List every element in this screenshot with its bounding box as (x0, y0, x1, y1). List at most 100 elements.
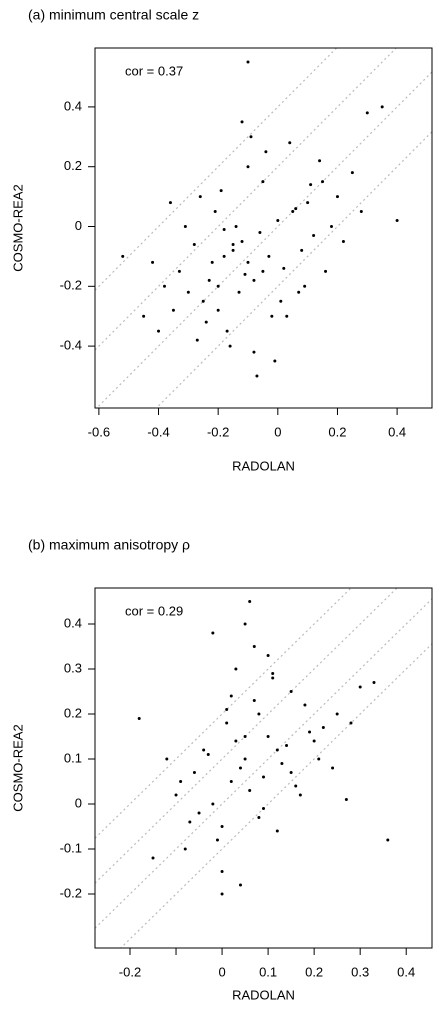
point (243, 735, 247, 738)
plot-frame (94, 587, 433, 949)
point (261, 269, 265, 273)
point (358, 685, 362, 689)
point (395, 219, 399, 223)
point (349, 721, 353, 725)
point (204, 320, 208, 324)
point (220, 825, 224, 828)
y-tick-label: 0.3 (64, 660, 82, 675)
point (220, 892, 224, 896)
point (280, 762, 284, 765)
point (365, 111, 369, 115)
point (225, 721, 229, 725)
point (211, 802, 215, 806)
point (243, 272, 247, 276)
point (202, 748, 206, 752)
reference-line (95, 48, 338, 291)
point (234, 667, 238, 671)
point (271, 676, 275, 680)
point (318, 159, 322, 163)
y-tick-label: 0.4 (64, 98, 82, 113)
point (308, 730, 312, 734)
point (257, 816, 261, 819)
point (183, 225, 187, 229)
point (335, 195, 339, 199)
x-tick-label: 0.3 (351, 964, 369, 979)
point (335, 712, 339, 716)
point (275, 829, 279, 833)
point (289, 771, 293, 774)
point (215, 838, 219, 842)
y-tick-label: -0.2 (60, 885, 82, 900)
x-tick-label: -0.4 (147, 424, 169, 439)
x-axis-label: RADOLAN (232, 458, 295, 473)
y-tick-label: -0.4 (60, 338, 82, 353)
x-tick-label: 0 (274, 424, 281, 439)
x-tick-label: -0.2 (119, 964, 141, 979)
point (249, 135, 253, 139)
point (279, 299, 283, 303)
point (228, 344, 232, 348)
point (168, 201, 172, 205)
point (195, 338, 199, 342)
point (201, 299, 205, 303)
point (303, 703, 307, 707)
point (151, 260, 155, 264)
reference-line (95, 588, 352, 839)
point (183, 847, 187, 851)
point (372, 681, 376, 684)
x-tick-label: 0.4 (388, 424, 406, 439)
point (255, 374, 259, 378)
chart-title: (a) minimum central scale z (28, 7, 199, 23)
point (229, 694, 233, 698)
point (219, 189, 223, 193)
point (252, 278, 256, 282)
point (151, 856, 155, 860)
point (220, 870, 224, 873)
point (350, 171, 354, 175)
point (197, 811, 201, 815)
point (179, 780, 183, 783)
point (174, 793, 178, 797)
point (252, 645, 256, 648)
point (294, 784, 298, 788)
point (225, 329, 229, 333)
point (306, 201, 310, 205)
x-tick-label: 0.2 (305, 964, 323, 979)
point (331, 766, 335, 770)
point (276, 219, 280, 223)
point (285, 314, 289, 318)
point (291, 210, 295, 214)
point (231, 242, 235, 246)
point (234, 739, 238, 743)
y-tick-label: -0.1 (60, 840, 82, 855)
point (317, 757, 321, 761)
point (303, 284, 307, 288)
plot-frame (94, 47, 433, 409)
point (324, 269, 328, 273)
point (270, 314, 274, 318)
x-tick-label: 0.4 (397, 964, 415, 979)
point (275, 748, 279, 752)
point (225, 708, 229, 711)
point (243, 757, 247, 761)
point (186, 290, 190, 294)
point (206, 753, 210, 756)
point (359, 210, 363, 214)
point (309, 183, 313, 187)
point (192, 242, 196, 246)
point (297, 290, 301, 294)
point (243, 622, 247, 626)
x-axis-label: RADOLAN (232, 987, 295, 1002)
point (237, 290, 241, 294)
point (294, 207, 298, 211)
point (262, 807, 265, 810)
point (157, 329, 161, 333)
y-tick-label: 0 (75, 795, 82, 810)
y-tick-label: 0 (75, 218, 82, 233)
point (171, 308, 175, 312)
point (192, 771, 196, 774)
point (285, 744, 289, 747)
point (252, 699, 256, 702)
point (252, 350, 256, 354)
point (240, 120, 244, 124)
